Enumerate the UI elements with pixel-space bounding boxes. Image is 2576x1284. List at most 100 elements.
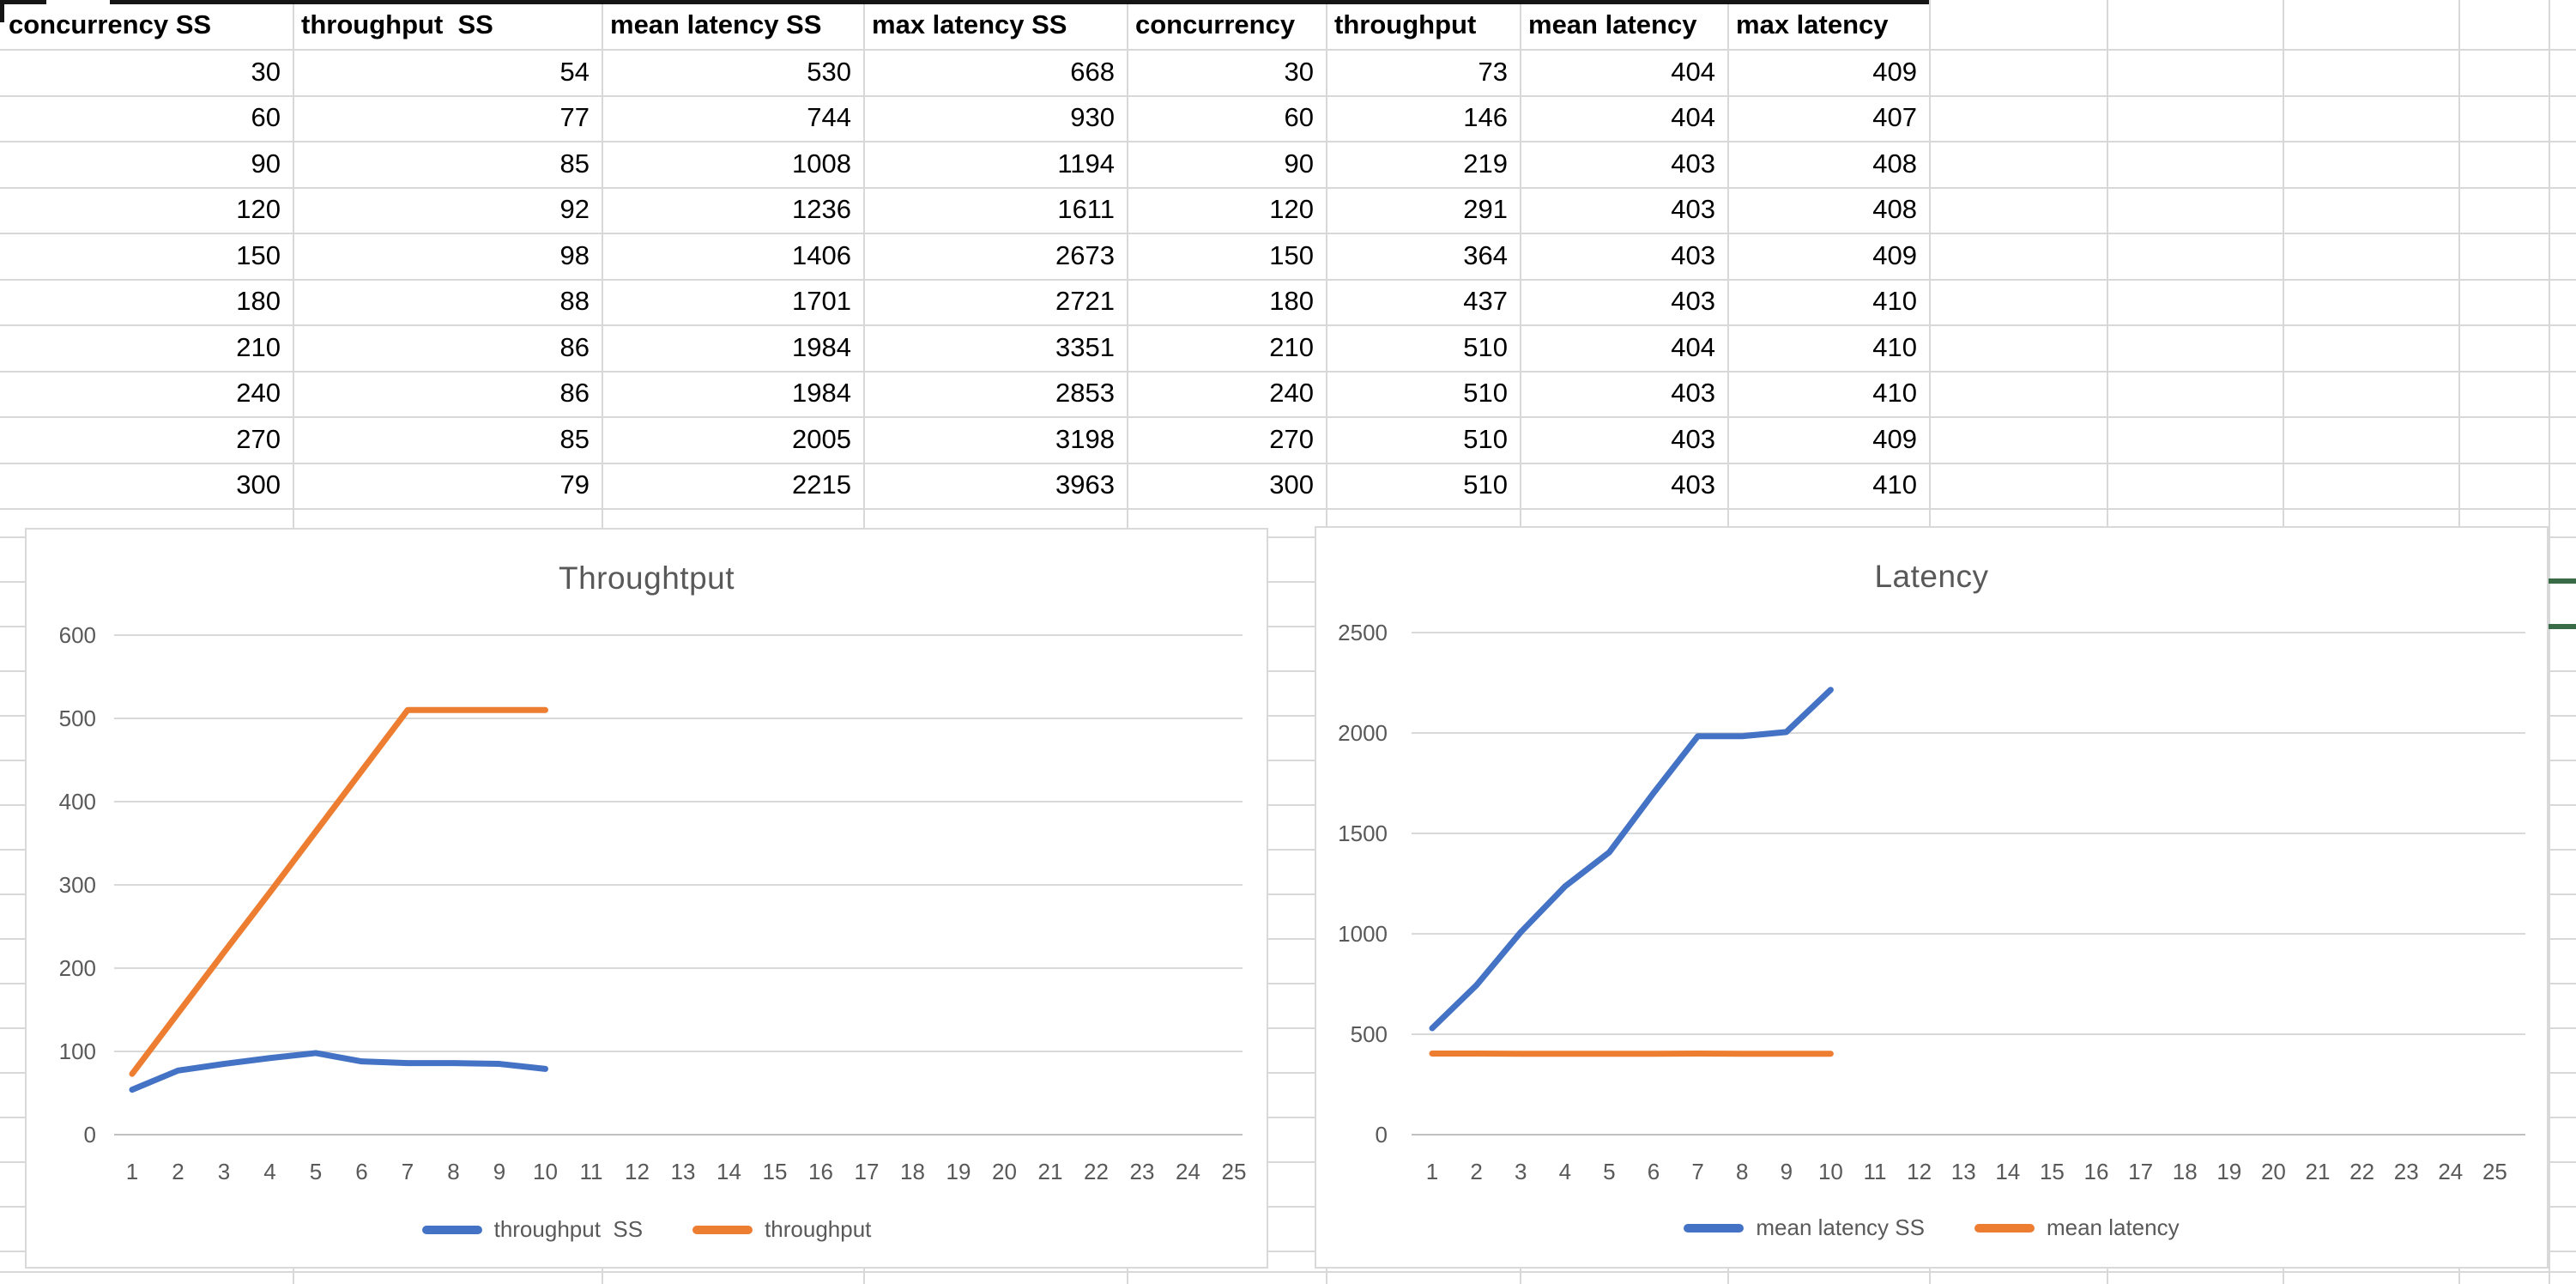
table-cell[interactable]: 404 bbox=[1671, 331, 1715, 362]
table-cell[interactable]: 2673 bbox=[1055, 239, 1115, 270]
table-cell[interactable]: 240 bbox=[1269, 378, 1314, 409]
table-cell[interactable]: 404 bbox=[1671, 102, 1715, 133]
table-cell[interactable]: 60 bbox=[1284, 102, 1314, 133]
table-cell[interactable]: 150 bbox=[1269, 239, 1314, 270]
table-cell[interactable]: 409 bbox=[1872, 239, 1917, 270]
table-cell[interactable]: 300 bbox=[1269, 469, 1314, 500]
table-cell[interactable]: 180 bbox=[1269, 286, 1314, 317]
table-cell[interactable]: 409 bbox=[1872, 56, 1917, 87]
table-cell[interactable]: 150 bbox=[236, 239, 281, 270]
x-axis-tick-label: 14 bbox=[717, 1159, 741, 1184]
table-cell[interactable]: 90 bbox=[251, 148, 281, 179]
table-cell[interactable]: 1406 bbox=[792, 239, 851, 270]
table-cell[interactable]: 364 bbox=[1463, 239, 1508, 270]
table-cell[interactable]: 930 bbox=[1070, 102, 1115, 133]
table-cell[interactable]: 410 bbox=[1872, 331, 1917, 362]
table-cell[interactable]: 510 bbox=[1463, 378, 1508, 409]
throughput-chart[interactable]: 0 100 200 300 400 500 600 1 2 3 4 5 6 7 8 9 10 11 12 13 14 15… bbox=[25, 528, 1268, 1269]
table-cell[interactable]: 300 bbox=[236, 469, 281, 500]
table-cell[interactable]: 120 bbox=[1269, 194, 1314, 225]
table-cell[interactable]: 73 bbox=[1478, 56, 1508, 87]
table-cell[interactable]: 510 bbox=[1463, 331, 1508, 362]
table-cell[interactable]: 1236 bbox=[792, 194, 851, 225]
table-cell[interactable]: 210 bbox=[236, 331, 281, 362]
table-cell[interactable]: 146 bbox=[1463, 102, 1508, 133]
table-cell[interactable]: 530 bbox=[807, 56, 851, 87]
table-cell[interactable]: 403 bbox=[1671, 423, 1715, 454]
table-cell[interactable]: 98 bbox=[559, 239, 590, 270]
table-cell[interactable]: 403 bbox=[1671, 378, 1715, 409]
table-cell[interactable]: 90 bbox=[1284, 148, 1314, 179]
table-cell[interactable]: 410 bbox=[1872, 378, 1917, 409]
y-axis-tick-label: 500 bbox=[59, 706, 96, 731]
table-cell[interactable]: 403 bbox=[1671, 148, 1715, 179]
column-header[interactable]: throughput bbox=[1334, 9, 1477, 39]
table-cell[interactable]: 2005 bbox=[792, 423, 851, 454]
series-line[interactable] bbox=[129, 1050, 548, 1093]
table-cell[interactable]: 2721 bbox=[1055, 286, 1115, 317]
table-cell[interactable]: 408 bbox=[1872, 148, 1917, 179]
legend-item[interactable]: throughput SS bbox=[421, 1216, 643, 1243]
table-cell[interactable]: 404 bbox=[1671, 56, 1715, 87]
table-cell[interactable]: 1194 bbox=[1057, 148, 1115, 179]
table-cell[interactable]: 403 bbox=[1671, 469, 1715, 500]
table-cell[interactable]: 2853 bbox=[1055, 378, 1115, 409]
table-cell[interactable]: 85 bbox=[559, 148, 590, 179]
latency-chart[interactable]: 0 500 1000 1500 2000 2500 1 2 3 4 5 6 7 8 9 10 11 12 13 14 1… bbox=[1315, 526, 2549, 1269]
column-header[interactable]: max latency SS bbox=[872, 9, 1067, 39]
table-cell[interactable]: 85 bbox=[559, 423, 590, 454]
table-cell[interactable]: 210 bbox=[1269, 331, 1314, 362]
table-cell[interactable]: 410 bbox=[1872, 286, 1917, 317]
table-cell[interactable]: 1984 bbox=[792, 378, 851, 409]
table-cell[interactable]: 79 bbox=[559, 469, 590, 500]
column-header[interactable]: concurrency SS bbox=[9, 9, 212, 39]
column-header[interactable]: max latency bbox=[1736, 9, 1889, 39]
table-cell[interactable]: 407 bbox=[1872, 102, 1917, 133]
table-cell[interactable]: 403 bbox=[1671, 286, 1715, 317]
legend-item[interactable]: mean latency bbox=[1974, 1214, 2180, 1241]
y-axis-tick-label: 600 bbox=[59, 622, 96, 648]
table-cell[interactable]: 180 bbox=[236, 286, 281, 317]
table-cell[interactable]: 54 bbox=[559, 56, 590, 87]
table-cell[interactable]: 291 bbox=[1463, 194, 1508, 225]
table-cell[interactable]: 3963 bbox=[1055, 469, 1115, 500]
table-cell[interactable]: 668 bbox=[1070, 56, 1115, 87]
table-cell[interactable]: 30 bbox=[251, 56, 281, 87]
table-cell[interactable]: 270 bbox=[1269, 423, 1314, 454]
series-line[interactable] bbox=[129, 706, 548, 1077]
table-cell[interactable]: 1611 bbox=[1057, 194, 1115, 225]
table-cell[interactable]: 410 bbox=[1872, 469, 1917, 500]
table-cell[interactable]: 437 bbox=[1463, 286, 1508, 317]
table-cell[interactable]: 3198 bbox=[1055, 423, 1115, 454]
table-cell[interactable]: 403 bbox=[1671, 194, 1715, 225]
series-line[interactable] bbox=[1429, 687, 1834, 1032]
table-cell[interactable]: 86 bbox=[559, 331, 590, 362]
table-cell[interactable]: 219 bbox=[1463, 148, 1508, 179]
table-cell[interactable]: 408 bbox=[1872, 194, 1917, 225]
table-cell[interactable]: 240 bbox=[236, 378, 281, 409]
column-header[interactable]: throughput SS bbox=[301, 9, 493, 39]
column-header[interactable]: mean latency bbox=[1528, 9, 1697, 39]
table-cell[interactable]: 86 bbox=[559, 378, 590, 409]
table-cell[interactable]: 88 bbox=[559, 286, 590, 317]
legend-item[interactable]: throughput bbox=[692, 1216, 871, 1243]
table-cell[interactable]: 120 bbox=[236, 194, 281, 225]
table-cell[interactable]: 1008 bbox=[792, 148, 851, 179]
table-cell[interactable]: 60 bbox=[251, 102, 281, 133]
table-cell[interactable]: 2215 bbox=[792, 469, 851, 500]
table-cell[interactable]: 1701 bbox=[792, 286, 851, 317]
table-cell[interactable]: 409 bbox=[1872, 423, 1917, 454]
table-cell[interactable]: 510 bbox=[1463, 469, 1508, 500]
column-header[interactable]: concurrency bbox=[1135, 9, 1296, 39]
table-cell[interactable]: 744 bbox=[807, 102, 851, 133]
table-cell[interactable]: 30 bbox=[1284, 56, 1314, 87]
table-cell[interactable]: 510 bbox=[1463, 423, 1508, 454]
legend-item[interactable]: mean latency SS bbox=[1684, 1214, 1925, 1241]
table-cell[interactable]: 77 bbox=[559, 102, 590, 133]
table-cell[interactable]: 1984 bbox=[792, 331, 851, 362]
table-cell[interactable]: 403 bbox=[1671, 239, 1715, 270]
column-header[interactable]: mean latency SS bbox=[610, 9, 822, 39]
table-cell[interactable]: 270 bbox=[236, 423, 281, 454]
table-cell[interactable]: 3351 bbox=[1055, 331, 1115, 362]
table-cell[interactable]: 92 bbox=[559, 194, 590, 225]
